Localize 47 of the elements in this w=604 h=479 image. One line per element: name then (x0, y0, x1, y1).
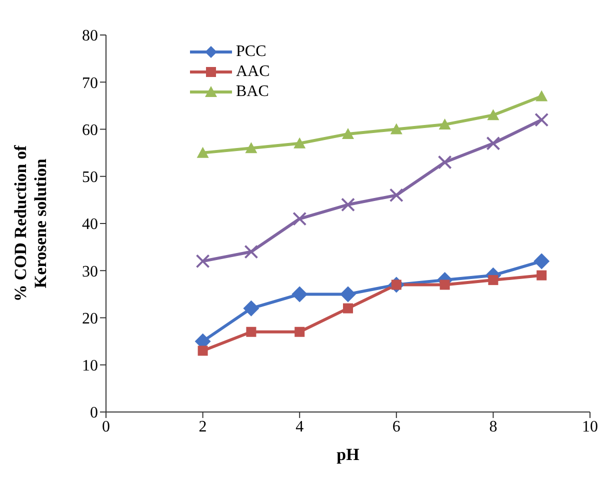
point (340, 286, 356, 302)
y-tick-label: 80 (82, 28, 98, 45)
point (438, 155, 452, 170)
y-tick-label: 0 (90, 404, 98, 422)
point (196, 146, 209, 158)
point (486, 136, 500, 150)
point (390, 123, 402, 134)
point (246, 326, 256, 337)
x-tick-label: 8 (489, 418, 498, 436)
y-tick-label: 40 (82, 216, 98, 234)
x-tick-label: 6 (392, 418, 400, 436)
point (343, 303, 353, 314)
point (243, 300, 260, 316)
x-tick-label: 4 (296, 418, 304, 436)
x-axis-title: pH (336, 445, 360, 464)
y-tick-label: 30 (82, 263, 98, 280)
point (488, 275, 498, 286)
point (438, 118, 451, 130)
point (534, 112, 549, 127)
point (536, 270, 547, 280)
legend-label: AAC (236, 63, 270, 81)
y-tick-label: 50 (82, 169, 98, 186)
y-tick-label: 70 (82, 74, 98, 92)
y-tick-label: 60 (82, 122, 98, 139)
y-tick-label: 20 (82, 310, 98, 328)
point (292, 212, 307, 226)
y-axis-title: % COD Reduction of Kerosene solution (11, 145, 50, 302)
x-tick-label: 2 (198, 418, 207, 436)
point (389, 188, 404, 202)
point (487, 109, 500, 120)
point (244, 244, 258, 259)
point (342, 128, 354, 139)
x-tick-label: 10 (582, 418, 598, 436)
point (196, 254, 210, 268)
y-tick-label: 10 (82, 358, 98, 375)
point (341, 198, 355, 212)
point (534, 253, 550, 270)
point (294, 137, 306, 148)
point (440, 280, 450, 290)
legend-label: BAC (236, 83, 269, 101)
point (245, 142, 258, 154)
point (198, 346, 208, 356)
legend-label: PCC (236, 43, 266, 61)
point (536, 90, 548, 102)
point (292, 286, 308, 302)
point (294, 326, 305, 337)
x-tick-label: 0 (102, 418, 110, 436)
